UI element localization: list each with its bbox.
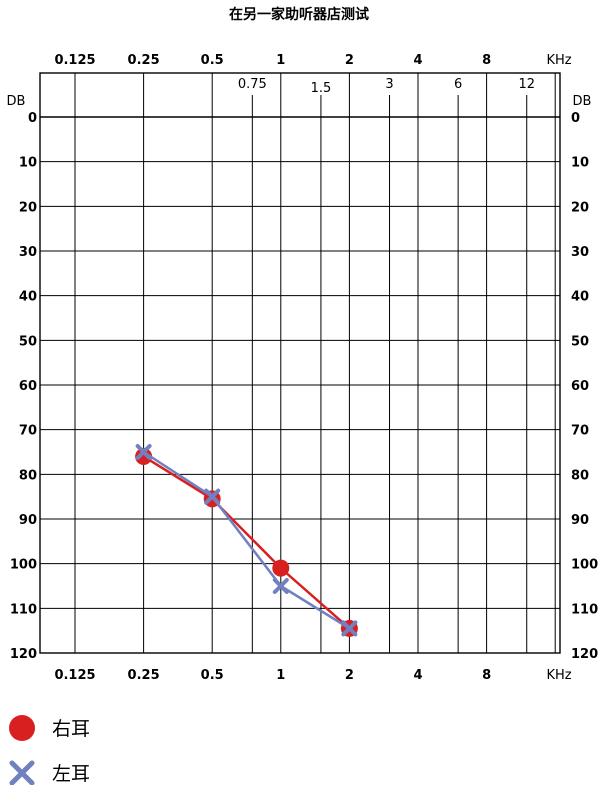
x-tick-minor: 1.5	[311, 81, 332, 96]
x-tick-bottom: 0.5	[201, 668, 224, 683]
y-tick-right: 90	[571, 513, 589, 528]
y-tick-left: 80	[19, 468, 37, 483]
y-tick-right: 70	[571, 424, 589, 439]
series-point	[348, 627, 350, 629]
x-tick-bottom: 0.25	[128, 668, 160, 683]
y-tick-left: 100	[10, 558, 37, 573]
y-tick-right: 80	[571, 468, 589, 483]
series-line	[142, 450, 351, 630]
y-tick-right: 10	[571, 156, 589, 171]
y-tick-right: 30	[571, 245, 589, 260]
x-tick-minor: 12	[518, 77, 535, 92]
x-tick-top: 8	[482, 53, 491, 68]
y-tick-right: 20	[571, 200, 589, 215]
chart-title: 在另一家助听器店测试	[229, 6, 369, 23]
y-tick-left: 0	[28, 111, 37, 126]
y-tick-right: 110	[571, 602, 598, 617]
series-point	[272, 559, 290, 577]
series-point	[143, 451, 145, 453]
y-tick-left: 10	[19, 156, 37, 171]
series-point	[135, 447, 153, 465]
x-tick-minor: 0.75	[238, 77, 267, 92]
x-tick-bottom: 8	[482, 668, 491, 683]
y-unit-right: DB	[573, 94, 592, 109]
legend-circle-icon	[9, 715, 35, 741]
y-tick-left: 40	[19, 290, 37, 305]
x-unit-top: KHz	[546, 53, 571, 68]
y-tick-right: 0	[571, 111, 580, 126]
y-tick-left: 30	[19, 245, 37, 260]
y-tick-right: 60	[571, 379, 589, 394]
y-tick-left: 120	[10, 647, 37, 662]
y-tick-right: 40	[571, 290, 589, 305]
series-layer	[135, 444, 358, 637]
x-tick-minor: 3	[385, 77, 393, 92]
x-tick-top: 0.25	[128, 53, 160, 68]
y-tick-left: 50	[19, 334, 37, 349]
legend-x-icon	[9, 760, 35, 785]
x-unit-bottom: KHz	[546, 668, 571, 683]
x-tick-top: 0.5	[201, 53, 224, 68]
legend-label: 右耳	[52, 718, 90, 740]
y-tick-right: 100	[571, 558, 598, 573]
y-tick-left: 20	[19, 200, 37, 215]
x-tick-bottom: 4	[413, 668, 422, 683]
x-tick-minor: 6	[454, 77, 462, 92]
x-tick-top: 1	[276, 53, 285, 68]
grid	[39, 72, 561, 654]
x-tick-bottom: 0.125	[54, 668, 95, 683]
plot-border	[39, 72, 561, 654]
legend-label: 左耳	[52, 763, 90, 785]
y-tick-right: 120	[571, 647, 598, 662]
y-tick-left: 60	[19, 379, 37, 394]
x-tick-top: 4	[413, 53, 422, 68]
y-tick-left: 90	[19, 513, 37, 528]
y-tick-left: 70	[19, 424, 37, 439]
x-tick-top: 0.125	[54, 53, 95, 68]
y-unit-left: DB	[7, 94, 26, 109]
x-tick-bottom: 1	[276, 668, 285, 683]
x-tick-top: 2	[345, 53, 354, 68]
y-tick-left: 110	[10, 602, 37, 617]
series-point	[211, 496, 213, 498]
series-point	[280, 585, 282, 587]
x-tick-bottom: 2	[345, 668, 354, 683]
series-line	[142, 455, 351, 630]
y-tick-right: 50	[571, 334, 589, 349]
